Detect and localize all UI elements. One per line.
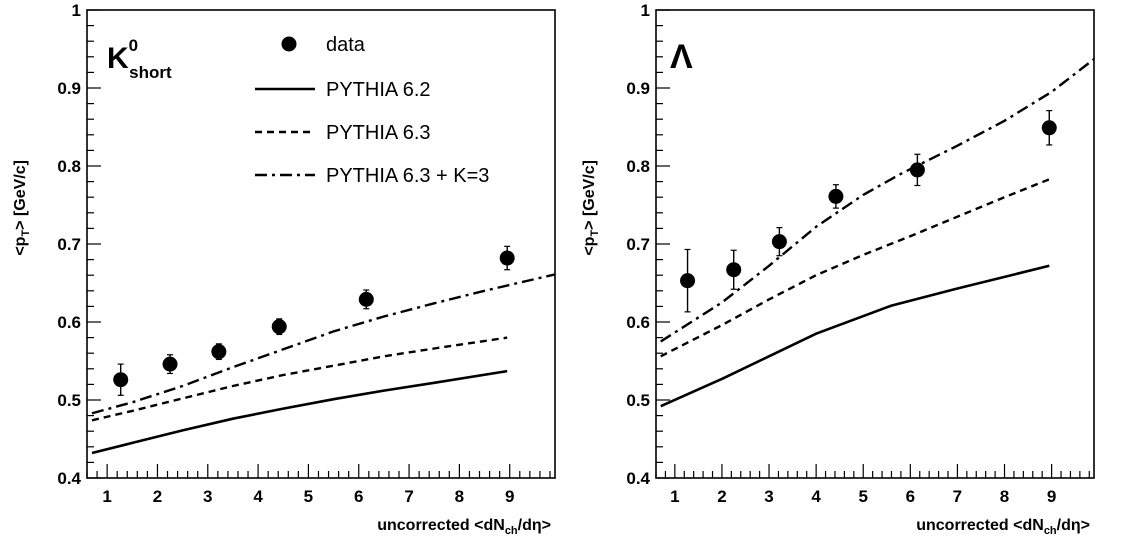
data-point: [271, 319, 287, 335]
y-tick-label: 0.6: [57, 313, 81, 332]
y-axis-title: <pT> [GeV/c]: [12, 160, 32, 256]
data-point: [1041, 120, 1057, 136]
data-point: [680, 273, 696, 289]
x-tick-label: 7: [404, 487, 413, 506]
x-tick-label: 2: [153, 487, 162, 506]
data-point: [211, 344, 227, 360]
legend-label: PYTHIA 6.3: [326, 122, 431, 144]
series-line-solid: [660, 264, 1050, 408]
x-tick-label: 6: [906, 487, 915, 506]
y-tick-label: 1: [72, 1, 81, 20]
y-tick-label: 0.9: [57, 79, 81, 98]
x-tick-label: 8: [455, 487, 464, 506]
y-tick-label: 0.4: [57, 469, 81, 488]
x-tick-label: 3: [203, 487, 212, 506]
series-line-solid: [91, 369, 508, 455]
x-tick-label: 8: [1000, 487, 1009, 506]
legend-label: data: [326, 34, 366, 56]
chart-panel-2: 0.4 0.5 0.6 0.7 0.8 0.9 1 1 2 3 4 5 6 7 8 9 uncorrected …: [581, 1, 1095, 537]
data-point: [909, 162, 925, 178]
x-tick-label: 6: [354, 487, 363, 506]
x-tick-label: 4: [253, 487, 263, 506]
x-tick-label: 5: [858, 487, 867, 506]
series-line-dashdot: [660, 58, 1094, 343]
x-tick-label: 1: [670, 487, 679, 506]
data-point: [162, 356, 178, 372]
plot-area: [91, 245, 555, 455]
plot-area: [660, 58, 1094, 408]
data-point: [499, 250, 515, 266]
x-tick-label: 2: [717, 487, 726, 506]
panel-label: K0 short: [107, 36, 172, 82]
series-line-dashed: [91, 336, 508, 422]
legend-label: PYTHIA 6.2: [326, 79, 431, 101]
y-tick-label: 0.8: [626, 157, 650, 176]
x-axis-title: uncorrected <dNch/dη>: [377, 517, 551, 537]
panel-label: Λ: [670, 38, 693, 76]
legend: data PYTHIA 6.2 PYTHIA 6.3 PYTHIA 6.3 + K=3: [255, 34, 489, 187]
y-tick-label: 0.4: [626, 469, 650, 488]
x-tick-label: 9: [1047, 487, 1056, 506]
chart-panel-1: 0.4 0.5 0.6 0.7 0.8 0.9 1 1 2 3 4 5 6 7 8 9 uncorrected …: [12, 1, 556, 537]
data-point: [726, 262, 742, 278]
data-point: [358, 291, 374, 307]
legend-label: PYTHIA 6.3 + K=3: [326, 165, 489, 187]
x-tick-label: 5: [304, 487, 313, 506]
data-point: [828, 188, 844, 204]
x-tick-label: 4: [811, 487, 821, 506]
series-line-dashed: [660, 178, 1050, 358]
y-tick-label: 0.5: [57, 391, 81, 410]
y-tick-label: 0.9: [626, 79, 650, 98]
series-line-dashdot: [91, 273, 555, 415]
legend-marker: [281, 36, 297, 52]
y-tick-label: 0.5: [626, 391, 650, 410]
y-axis-title: <pT> [GeV/c]: [581, 160, 601, 256]
x-tick-label: 1: [102, 487, 111, 506]
x-tick-label: 7: [953, 487, 962, 506]
x-tick-label: 9: [505, 487, 514, 506]
data-point: [113, 372, 129, 388]
y-tick-label: 0.7: [626, 235, 650, 254]
y-tick-label: 0.7: [57, 235, 81, 254]
x-tick-label: 3: [764, 487, 773, 506]
x-axis-title: uncorrected <dNch/dη>: [916, 517, 1090, 537]
y-tick-label: 1: [641, 1, 650, 20]
y-tick-label: 0.8: [57, 157, 81, 176]
y-tick-label: 0.6: [626, 313, 650, 332]
data-point: [771, 234, 787, 250]
plot-frame: [655, 9, 1095, 479]
